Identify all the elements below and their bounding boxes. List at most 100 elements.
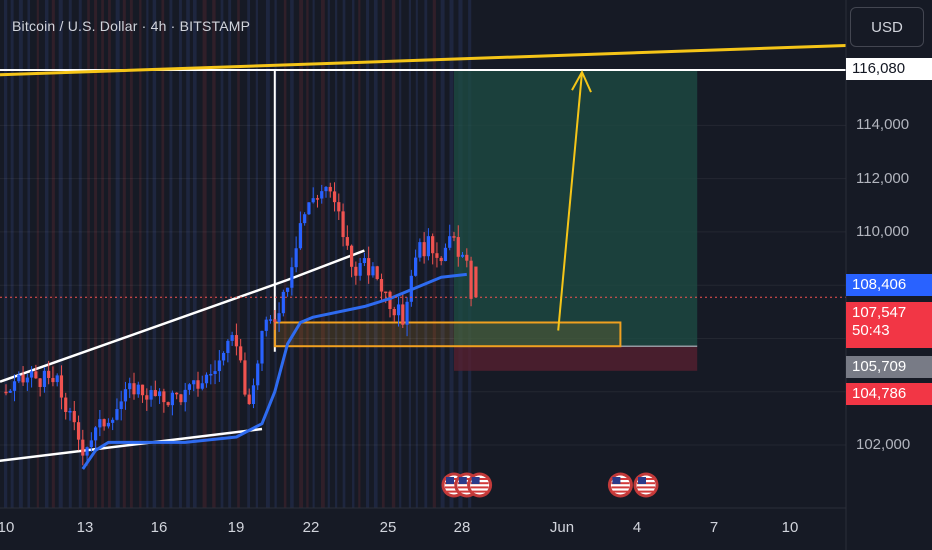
candle [307,202,311,215]
candle-body [358,263,362,276]
candle-body [384,291,388,294]
candle-body [51,377,55,383]
candle-body [375,266,379,280]
candle [345,225,349,250]
flag-stripe [637,486,655,489]
candle [414,249,418,277]
session-stripe [108,0,111,508]
flag-stripe [445,486,463,489]
session-stripe [247,0,251,508]
candle [226,339,230,363]
candle-body [12,381,17,391]
candle-body [460,254,465,257]
session-stripe [212,0,216,508]
candle [47,360,51,385]
candle-body [362,258,366,264]
session-stripe [320,0,325,508]
candle-body [102,419,106,427]
candle-body [179,394,183,403]
flag-stripe [637,490,655,493]
us-flag-event-icon[interactable] [607,472,633,498]
candle-body [85,447,89,456]
candle [209,364,213,385]
candle [350,244,354,278]
candle-body [106,422,110,427]
candle-body [170,392,174,406]
candle [81,429,85,466]
candle-body [315,198,320,200]
channel-upper-line [0,249,365,383]
candle-body [239,346,243,361]
candle [106,418,110,429]
candle [51,366,55,387]
session-stripe [342,0,346,508]
channel-lower-line [0,427,263,463]
candle-body [187,384,192,390]
currency-button[interactable]: USD [850,7,924,47]
entry-price-tag: 105,709 [846,356,932,378]
session-stripe [169,0,173,508]
candle-body [192,380,196,385]
session-stripe [51,0,55,508]
flag-stripe [611,490,630,493]
candle-body [38,378,42,387]
session-stripe [152,0,157,508]
candle-body [76,422,81,440]
candle-body [243,360,247,395]
session-stripe [312,0,315,508]
candle [290,257,294,296]
time-axis-label: 7 [709,519,719,536]
candle [204,372,209,388]
session-stripe [122,0,126,508]
candle [448,224,452,251]
candle [260,330,264,371]
candle-body [367,258,371,276]
candle-body [175,392,179,395]
current-price-tag: 107,547 50:43 [846,302,932,348]
session-stripe [78,0,82,508]
candle [111,417,115,431]
time-axis-label: 25 [379,519,397,536]
candle-body [448,236,452,248]
candle [388,290,392,318]
candle [273,309,277,330]
session-stripe [161,0,165,508]
session-stripe [146,0,149,508]
session-stripe [202,0,207,508]
us-flag-event-icon[interactable] [467,472,493,498]
candle [422,232,426,264]
candle-body [153,390,157,397]
candle-body [328,186,332,192]
candle [452,231,456,242]
candle [294,236,298,273]
candle-body [81,439,85,456]
bar-countdown: 50:43 [852,322,890,339]
candle [426,228,430,261]
session-stripe [449,0,454,508]
flag-stripe [470,490,489,493]
candle [42,367,46,393]
session-stripe [373,0,378,508]
stop-price-tag: 104,786 [846,383,932,405]
candle [98,409,102,437]
candle-body [140,384,145,396]
session-stripe [255,0,258,508]
candle [443,243,448,262]
candle [183,382,187,412]
candle-body [98,419,102,428]
candle-body [247,394,251,405]
candle-body [59,375,64,398]
candle-body [111,419,115,423]
candle-body [162,391,166,403]
us-flag-event-icon[interactable] [633,472,659,498]
candle [281,289,285,317]
candle-body [4,391,8,394]
candle [222,351,226,366]
demand-zone-box [273,321,622,348]
candle [213,360,217,385]
candle-body [8,390,12,393]
time-axis-label: 13 [76,519,94,536]
flag-canton [612,477,621,484]
